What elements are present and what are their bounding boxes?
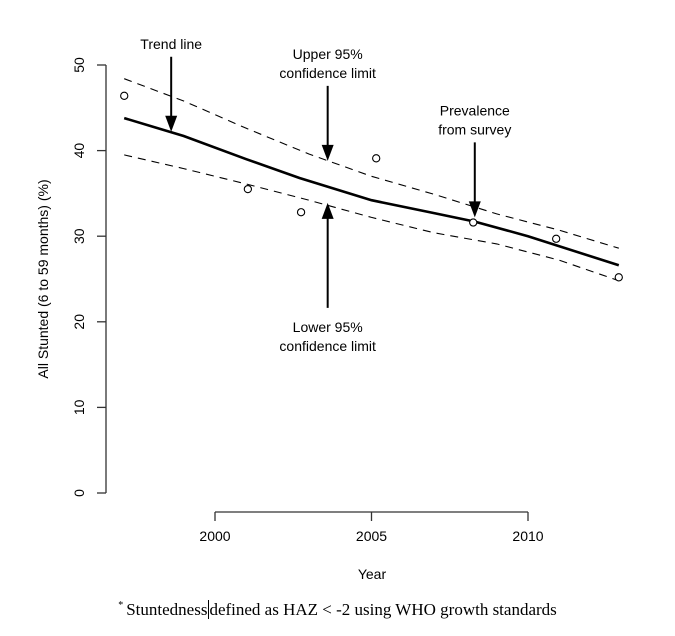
plot-area [120,78,623,282]
x-axis: 2000 2005 2010 [199,511,544,544]
footnote-text-end: defined as HAZ < -2 using WHO growth sta… [209,600,557,619]
annotation-trend-line: Trend line [140,36,202,132]
y-tick-label: 0 [71,489,87,497]
y-axis: 0 10 20 30 40 50 [71,57,107,497]
arrow-head-down-icon [165,115,178,132]
y-tick-label: 40 [71,143,87,159]
annotation-prevalence-from-survey: Prevalence from survey [438,102,511,218]
annotation-lower-confidence-limit: Lower 95% confidence limit [279,202,376,354]
data-point [120,91,129,100]
data-point [469,218,478,227]
trend-line-series [123,116,620,267]
data-point [614,273,623,282]
annotation-label: from survey [438,121,511,137]
footnote: * Stuntedness defined as HAZ < -2 using WH… [0,600,675,620]
annotation-label: Trend line [140,36,202,52]
annotation-label: Prevalence [440,102,510,118]
y-tick-label: 50 [71,57,87,73]
arrow-head-down-icon [321,144,334,161]
annotation-label: confidence limit [279,65,376,81]
annotation-label: confidence limit [279,338,376,354]
x-axis-label: Year [358,566,387,582]
y-tick-label: 20 [71,314,87,330]
data-point [296,208,306,217]
arrow-head-up-icon [321,202,334,219]
y-tick-label: 30 [71,228,87,244]
chart: 0 10 20 30 40 50 2000 2005 2010 All Stunted (6 … [35,36,623,582]
y-axis-label: All Stunted (6 to 59 months) (%) [35,179,51,378]
annotation-label: Lower 95% [293,319,363,335]
data-point [243,184,253,194]
upper-95-confidence-limit-series [124,78,619,249]
x-tick-label: 2005 [356,528,387,544]
footnote-text-start: Stuntedness [126,600,208,619]
annotation-upper-confidence-limit: Upper 95% confidence limit [279,46,376,161]
footnote-marker: * [118,600,124,612]
annotation-label: Upper 95% [293,46,363,62]
annotations: Trend line Upper 95% confidence limit Preva… [140,36,511,354]
arrow-head-down-icon [468,201,481,218]
data-point [552,234,561,243]
lower-95-confidence-limit-series [124,154,619,282]
y-tick-label: 10 [71,399,87,415]
x-tick-label: 2010 [512,528,543,544]
data-point [372,154,381,163]
x-tick-label: 2000 [199,528,230,544]
